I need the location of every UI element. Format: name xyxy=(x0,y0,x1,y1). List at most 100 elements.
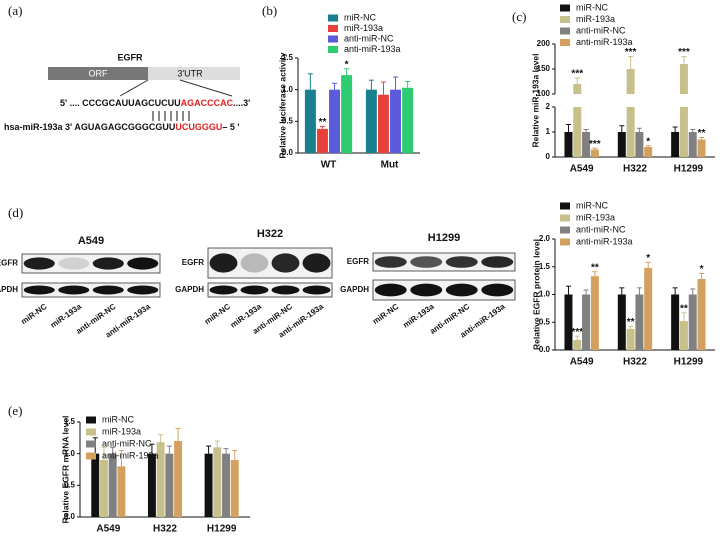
bar xyxy=(644,267,653,350)
y-tick-label: 0.0 xyxy=(539,345,551,354)
protein-label: EGFR xyxy=(347,257,369,266)
y-tick-label: 1 xyxy=(546,127,551,136)
bar xyxy=(626,328,635,350)
blot-box xyxy=(21,282,161,298)
bar xyxy=(626,107,635,157)
bar xyxy=(582,294,591,350)
legend-label: miR-193a xyxy=(576,14,615,24)
bar xyxy=(390,89,402,153)
bar xyxy=(679,321,688,350)
legend-swatch xyxy=(560,27,570,35)
legend-swatch xyxy=(86,416,96,424)
protein-label: EGFR xyxy=(182,258,204,267)
bar xyxy=(156,442,165,517)
x-tick-label: H322 xyxy=(153,524,177,535)
y-tick-label: 1.0 xyxy=(539,290,551,299)
band xyxy=(58,285,90,295)
legend-swatch xyxy=(328,25,338,32)
significance-label: ** xyxy=(591,262,599,273)
bar xyxy=(617,132,626,157)
band xyxy=(23,285,55,295)
bar xyxy=(117,466,126,517)
bar xyxy=(316,128,328,153)
bar xyxy=(564,294,573,350)
bar xyxy=(573,340,582,350)
bar xyxy=(573,107,582,157)
x-tick-label: H1299 xyxy=(207,524,237,535)
bar xyxy=(304,89,316,153)
band xyxy=(302,253,331,273)
y-tick-label: 2 xyxy=(546,102,551,111)
band xyxy=(481,256,514,268)
x-tick-label: A549 xyxy=(570,357,594,368)
x-tick-label: H1299 xyxy=(674,164,704,175)
bar xyxy=(626,69,635,94)
bar xyxy=(377,94,389,153)
band xyxy=(92,257,124,270)
band xyxy=(410,256,443,268)
target-sequence: 5' .... CCCGCAUUAGCUCUUAGACCCAC....3' xyxy=(60,98,250,108)
cell-line-label: H322 xyxy=(257,228,283,240)
legend-label: miR-193a xyxy=(102,426,141,436)
band xyxy=(410,283,443,297)
gene-label: EGFR xyxy=(117,52,143,62)
bar xyxy=(341,75,353,153)
y-tick-label: 1.0 xyxy=(64,449,76,458)
legend-swatch xyxy=(328,35,338,43)
legend-label: anti-miR-NC xyxy=(344,33,394,43)
bar xyxy=(230,460,239,517)
bar xyxy=(564,132,573,157)
band xyxy=(209,285,238,295)
significance-label: ** xyxy=(680,303,688,314)
blot-box xyxy=(372,279,516,301)
seed-site: UCUGGGU xyxy=(175,122,222,132)
significance-label: ** xyxy=(319,117,327,128)
legend-swatch xyxy=(560,238,570,246)
panel-label: (e) xyxy=(8,403,22,418)
y-tick-label: 1.0 xyxy=(282,85,294,94)
band xyxy=(271,285,300,295)
legend-swatch xyxy=(86,440,96,448)
bar xyxy=(329,89,341,153)
band xyxy=(302,285,331,295)
band xyxy=(127,257,159,270)
x-tick-label: H1299 xyxy=(674,357,704,368)
bar xyxy=(679,107,688,157)
orf-label: ORF xyxy=(89,68,109,78)
y-tick-label: 0.5 xyxy=(539,317,551,326)
bar xyxy=(617,294,626,350)
y-tick-label: 0 xyxy=(546,152,551,161)
panel-label: (a) xyxy=(8,3,22,18)
zoom-line xyxy=(179,79,233,97)
legend-label: anti-miR-193a xyxy=(344,44,401,54)
bar xyxy=(91,453,100,517)
x-tick-label: Mut xyxy=(381,160,399,171)
bar xyxy=(590,276,599,350)
band xyxy=(374,256,407,268)
sequence: – 5 ' xyxy=(222,122,239,132)
protein-label: EGFR xyxy=(0,259,18,268)
bar xyxy=(213,447,222,517)
orf-region xyxy=(48,67,148,80)
blot-box xyxy=(372,252,516,272)
bar xyxy=(573,84,582,94)
bar xyxy=(590,149,599,157)
protein-label: GAPDH xyxy=(340,285,369,294)
significance-label: * xyxy=(646,136,650,147)
legend-label: miR-193a xyxy=(344,23,383,33)
panel-label: (b) xyxy=(262,3,277,18)
y-tick-label: 1.5 xyxy=(64,417,76,426)
y-tick-label: 100 xyxy=(537,89,551,98)
utr-label: 3'UTR xyxy=(177,68,203,78)
cell-line-label: H1299 xyxy=(428,232,460,244)
bar xyxy=(222,453,230,517)
bar xyxy=(671,294,680,350)
bar xyxy=(147,453,156,517)
y-tick-label: 1.5 xyxy=(282,53,294,62)
legend-swatch xyxy=(86,428,96,436)
legend-label: anti-miR-193a xyxy=(576,236,633,246)
legend-swatch xyxy=(328,14,338,22)
legend-label: miR-193a xyxy=(576,212,615,222)
protein-label: GAPDH xyxy=(0,285,18,294)
legend-swatch xyxy=(560,202,570,210)
